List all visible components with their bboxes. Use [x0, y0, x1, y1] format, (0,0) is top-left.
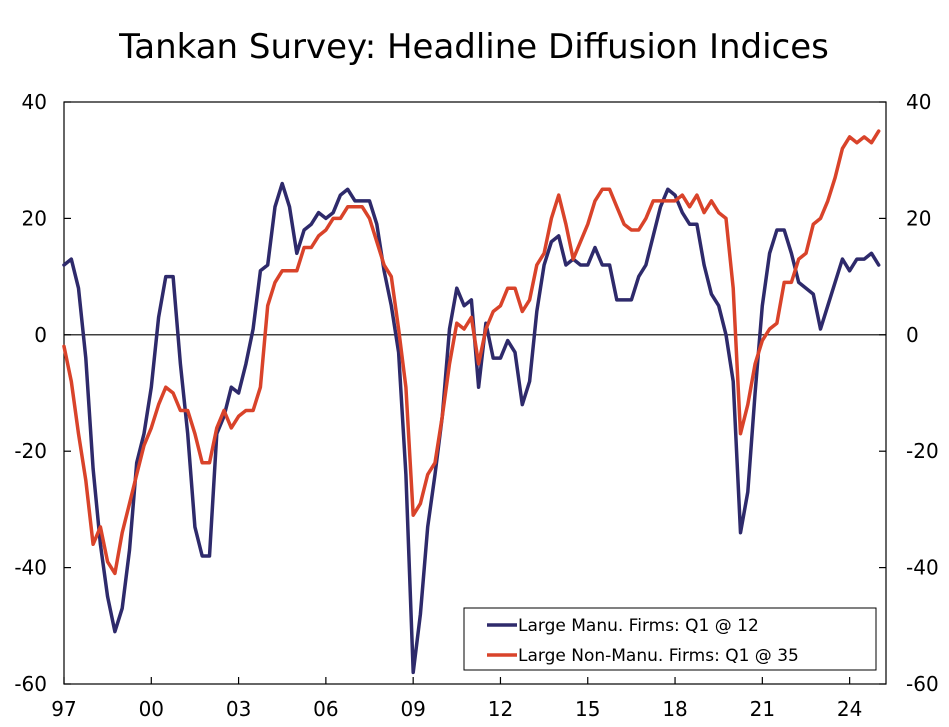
x-tick-label: 18	[662, 697, 687, 721]
y-tick-label-right: 20	[906, 206, 931, 230]
series-line-large-non-manufacturing	[62, 129, 881, 576]
x-tick-label: 00	[139, 697, 164, 721]
plot-frame	[63, 101, 887, 685]
x-tick-label: 12	[488, 697, 513, 721]
x-tick-label: 03	[226, 697, 251, 721]
x-tick-label: 09	[400, 697, 425, 721]
y-axis-left: 40 20 0 -20 -40 -60	[14, 90, 47, 696]
tick-marks	[63, 101, 886, 685]
y-tick-label-left: -40	[14, 556, 47, 580]
y-tick-label-left: 40	[22, 90, 47, 114]
legend-box	[463, 607, 877, 671]
chart-title: Tankan Survey: Headline Diffusion Indice…	[118, 27, 829, 67]
x-tick-label: 97	[51, 697, 76, 721]
y-tick-label-right: -20	[906, 439, 939, 463]
legend: Large Manu. Firms: Q1 @ 12 Large Non-Man…	[463, 607, 877, 671]
x-axis: 97 00 03 06 09 12 15 18 21 24	[51, 697, 862, 721]
y-tick-label-left: -20	[14, 439, 47, 463]
legend-label-non-manufacturing: Large Non-Manu. Firms: Q1 @ 35	[518, 646, 799, 666]
x-tick-label: 24	[837, 697, 862, 721]
y-axis-right: 40 20 0 -20 -40 -60	[906, 90, 939, 696]
y-tick-label-right: 0	[906, 323, 919, 347]
y-tick-label-left: 0	[34, 323, 47, 347]
y-tick-label-left: -60	[14, 672, 47, 696]
y-tick-label-left: 20	[22, 206, 47, 230]
y-tick-label-right: -60	[906, 672, 939, 696]
x-tick-label: 06	[313, 697, 338, 721]
legend-label-manufacturing: Large Manu. Firms: Q1 @ 12	[518, 616, 759, 636]
y-tick-label-right: 40	[906, 90, 931, 114]
series-line-large-manufacturing	[62, 181, 881, 675]
y-tick-label-right: -40	[906, 556, 939, 580]
x-tick-label: 21	[750, 697, 775, 721]
x-tick-label: 15	[575, 697, 600, 721]
